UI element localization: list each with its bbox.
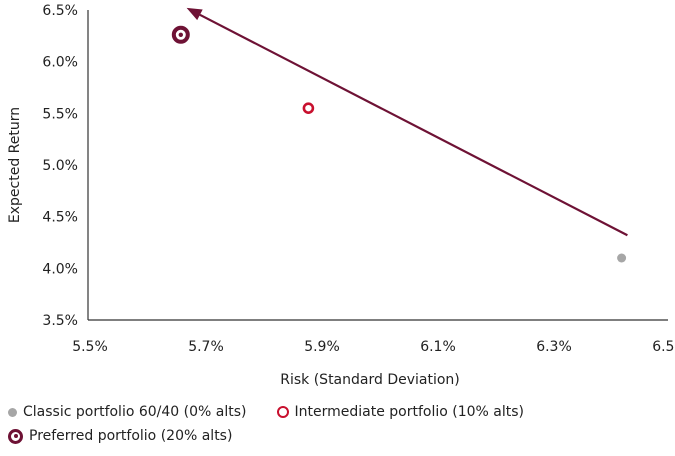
intermediate-marker-icon (276, 406, 289, 418)
y-tick-label: 4.0% (42, 261, 78, 277)
arrow-shaft (199, 13, 628, 237)
y-tick-label: 4.5% (42, 210, 78, 226)
x-tick-label: 5.5% (72, 339, 108, 355)
preferred-marker-icon (8, 428, 23, 444)
scatter-chart: 5.5% 5.7% 5.9% 6.1% 6.3% 6.5% 3.5% 4.0% 4.5% 5.0… (7, 3, 675, 388)
arrow-head (186, 7, 203, 21)
y-axis-label: Expected Return (7, 107, 23, 223)
y-tick-label: 3.5% (42, 313, 78, 329)
x-tick-labels: 5.5% 5.7% 5.9% 6.1% 6.3% 6.5% (72, 339, 675, 355)
y-tick-label: 6.5% (42, 3, 78, 19)
classic-marker-icon (8, 407, 17, 417)
data-points (171, 25, 627, 263)
legend-item-classic: Classic portfolio 60/40 (0% alts) (8, 404, 247, 420)
legend-item-preferred: Preferred portfolio (20% alts) (8, 428, 232, 444)
y-tick-label: 5.5% (42, 106, 78, 122)
x-axis-label: Risk (Standard Deviation) (280, 372, 460, 388)
y-tick-label: 6.0% (42, 55, 78, 71)
legend-label-classic: Classic portfolio 60/40 (0% alts) (23, 404, 247, 420)
trend-arrow (186, 7, 628, 237)
legend-label-intermediate: Intermediate portfolio (10% alts) (294, 404, 525, 420)
data-point-intermediate (302, 102, 315, 114)
legend-item-intermediate: Intermediate portfolio (10% alts) (276, 404, 525, 420)
x-tick-label: 6.1% (420, 339, 456, 355)
axes (87, 10, 668, 321)
data-point-preferred-center (178, 32, 183, 37)
x-tick-label: 5.9% (304, 339, 340, 355)
data-point-classic (617, 253, 627, 263)
x-tick-label: 5.7% (188, 339, 224, 355)
y-tick-labels: 3.5% 4.0% 4.5% 5.0% 5.5% 6.0% 6.5% (42, 3, 78, 329)
legend-label-preferred: Preferred portfolio (20% alts) (29, 428, 233, 444)
x-tick-label: 6.5% (652, 339, 675, 355)
legend: Classic portfolio 60/40 (0% alts) Interm… (8, 400, 668, 448)
x-tick-label: 6.3% (536, 339, 572, 355)
y-tick-label: 5.0% (42, 158, 78, 174)
